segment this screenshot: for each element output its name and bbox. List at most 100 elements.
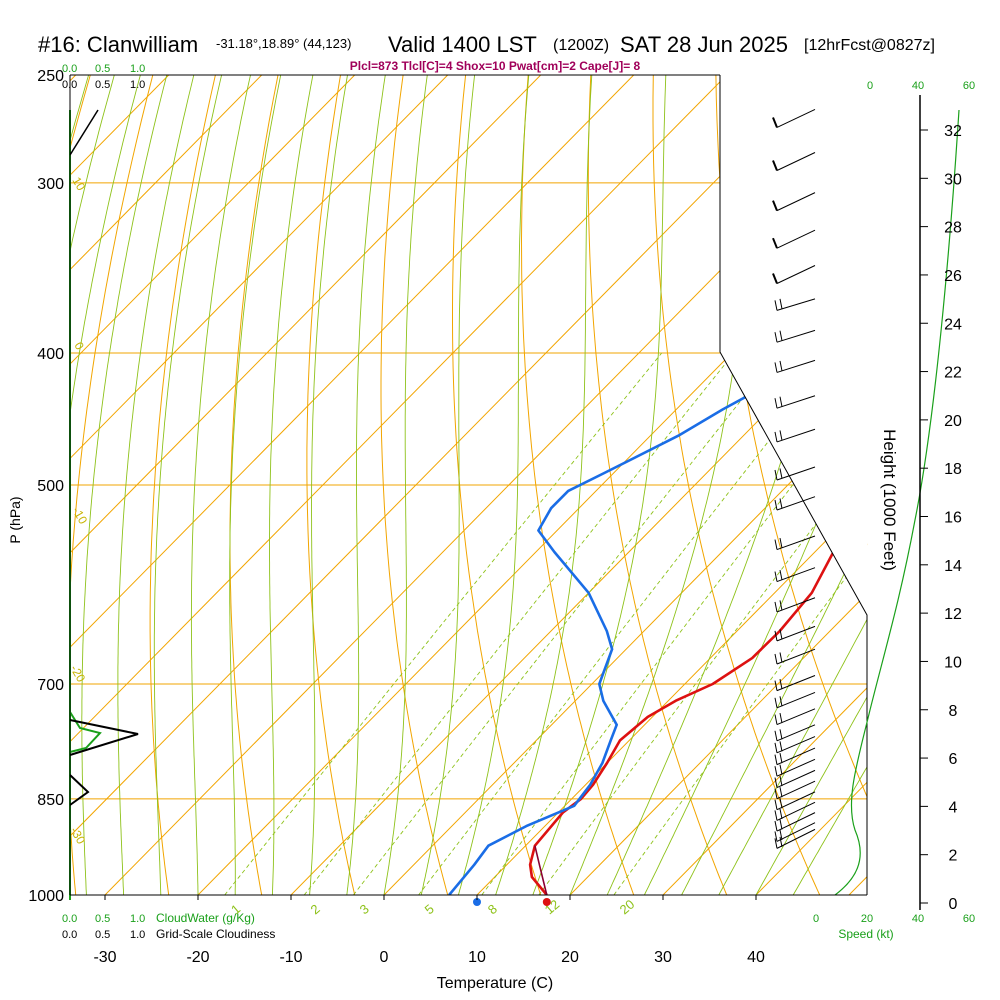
pressure-tick-label: 1000 <box>28 888 64 905</box>
wind-barb <box>774 747 816 766</box>
temperature-line <box>528 467 867 895</box>
wind-barb <box>772 109 816 128</box>
moist-adiabat-label: -10 <box>69 505 90 527</box>
dry-adiabat-line <box>904 75 1000 895</box>
mixing-ratio-line <box>613 548 867 895</box>
cloud-scale-top-2: 1.0 <box>130 63 145 75</box>
temperature-tick-label: 10 <box>468 949 486 966</box>
dry-adiabat-line <box>966 75 1000 895</box>
cloud-scale-top-0: 0.0 <box>62 63 77 75</box>
isotherm-line <box>662 687 867 895</box>
moist-adiabat-line <box>681 526 867 895</box>
cloud-scale-0: 0.0 <box>62 913 77 925</box>
speed-scale-2: 40 <box>912 913 924 925</box>
wind-barb <box>774 648 816 665</box>
height-tick-label: 32 <box>944 123 962 140</box>
wind-barb <box>774 395 816 409</box>
mixing-ratio-label: 5 <box>422 901 437 917</box>
dry-adiabat-line <box>380 75 449 895</box>
height-tick-label: 16 <box>944 510 962 527</box>
mixing-ratio-line <box>224 352 663 895</box>
cloud-scale-1: 0.5 <box>95 913 110 925</box>
wind-barb <box>774 535 816 551</box>
moist-adiabat-line <box>383 75 428 895</box>
cloudiness-scale-0: 0.0 <box>62 929 77 941</box>
wind-barb <box>774 822 816 842</box>
cloud-water-bulge <box>69 711 102 753</box>
height-tick-label: 12 <box>944 606 962 623</box>
wind-barb <box>774 298 816 311</box>
pressure-tick-label: 700 <box>37 677 64 694</box>
wind-barb <box>774 597 816 613</box>
wind-barb <box>774 758 816 777</box>
wind-panel-boundary <box>719 75 868 895</box>
cloud-title: CloudWater (g/Kg) <box>156 911 255 925</box>
temperature-tick-label: -20 <box>186 949 209 966</box>
mixing-ratio-line <box>481 387 867 895</box>
wind-barb <box>774 801 816 821</box>
height-tick-label: 18 <box>944 461 962 478</box>
dry-adiabat-line <box>587 75 728 895</box>
forecast-label: [12hrFcst@0827z] <box>804 37 935 54</box>
height-tick-label: 14 <box>944 558 962 575</box>
dry-adiabat-line <box>70 75 154 895</box>
height-tick-label: 4 <box>949 799 958 816</box>
temperature-tick-label: 20 <box>561 949 579 966</box>
wind-barb <box>772 265 816 284</box>
cloud-scale-2: 1.0 <box>130 913 145 925</box>
x-axis-title: Temperature (C) <box>437 975 553 992</box>
moist-adiabat-label: 0 <box>71 340 87 353</box>
moist-adiabat-line <box>718 618 867 895</box>
valid-date: SAT 28 Jun 2025 <box>620 32 788 57</box>
mixing-ratio-label: 8 <box>485 901 500 917</box>
temperature-tick-label: 30 <box>654 949 672 966</box>
height-tick-label: 10 <box>944 654 962 671</box>
wind-barb <box>774 724 816 742</box>
moist-adiabat-line <box>117 75 195 895</box>
pressure-tick-label: 300 <box>37 176 64 193</box>
speed-title: Speed (kt) <box>838 927 893 941</box>
moist-adiabat-line <box>346 75 386 895</box>
height-tick-label: 28 <box>944 220 962 237</box>
sounding-series <box>448 195 867 895</box>
height-axis-title: Height (1000 Feet) <box>880 429 899 571</box>
moist-adiabat-line <box>81 75 168 895</box>
wind-barb <box>774 780 816 800</box>
height-tick-label: 8 <box>949 703 958 720</box>
pressure-tick-label: 400 <box>37 346 64 363</box>
moist-adiabat-line <box>755 696 867 895</box>
dry-adiabat-line <box>452 75 542 895</box>
dry-adiabat-line <box>229 75 279 895</box>
height-tick-label: 30 <box>944 171 962 188</box>
temperature-tick-label: -30 <box>93 949 116 966</box>
pressure-tick-label: 850 <box>37 792 64 809</box>
dry-adiabat-line <box>0 75 28 895</box>
moist-adiabat-line <box>70 75 141 417</box>
wind-barb <box>774 329 816 343</box>
wind-barb <box>774 359 816 373</box>
wind-barb <box>774 625 816 642</box>
moist-adiabat-line <box>269 75 314 895</box>
speed-scale-top-2: 40 <box>912 80 924 92</box>
cloudiness-profile <box>69 719 139 756</box>
isotherm-line <box>70 75 356 365</box>
temperature-tick-label: 40 <box>747 949 765 966</box>
moist-adiabat-line <box>190 75 251 895</box>
wind-barb <box>774 428 816 443</box>
isotherm-line <box>848 876 867 895</box>
moist-adiabat-line <box>643 395 867 895</box>
wind-barb <box>774 736 816 754</box>
cloudiness-scale-2: 1.0 <box>130 929 145 941</box>
height-tick-label: 6 <box>949 751 958 768</box>
station-coords: -31.18°,18.89° (44,123) <box>216 36 351 51</box>
moist-adiabat-label: 10 <box>69 175 88 194</box>
isotherm-line <box>70 75 263 271</box>
stability-indices: Plcl=873 Tlcl[C]=4 Shox=10 Pwat[cm]=2 Ca… <box>350 59 641 73</box>
wind-barb <box>772 192 816 212</box>
wind-barb <box>774 691 816 709</box>
height-tick-label: 22 <box>944 365 962 382</box>
plot-decorations <box>69 75 960 900</box>
isotherm-line <box>70 75 449 460</box>
